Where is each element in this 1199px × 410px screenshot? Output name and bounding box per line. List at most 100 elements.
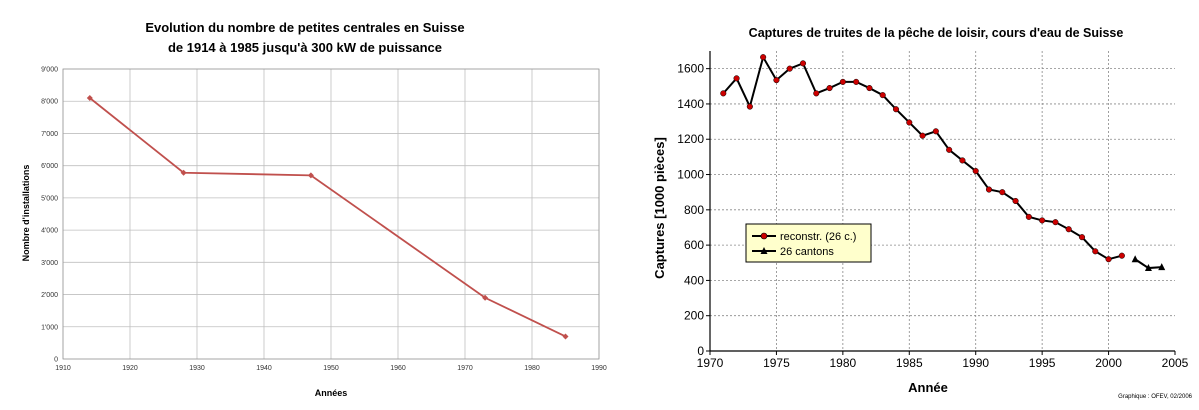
y-axis-label: Captures [1000 pièces] [652,137,667,279]
y-tick-label: 800 [684,203,704,217]
x-tick-label: 1950 [323,365,339,372]
data-point-reconstr [999,189,1006,196]
legend-label-reconstr: reconstr. (26 c.) [780,231,856,243]
legend-label-26-cantons: 26 cantons [780,246,834,258]
y-tick-label: 200 [684,309,704,323]
y-tick-label: 5'000 [41,195,58,202]
y-axis-label: Nombre d'installations [21,165,31,262]
legend-marker-26-cantons [760,247,768,254]
chart-title-line2: de 1914 à 1985 jusqu'à 300 kW de puissan… [168,40,442,55]
chart-title-line1: Evolution du nombre de petites centrales… [145,20,464,35]
x-tick-label: 1990 [591,365,607,372]
y-tick-label: 0 [697,344,704,358]
y-tick-label: 3'000 [41,260,58,267]
data-point [180,169,187,176]
data-point-reconstr [932,128,939,135]
data-point [482,294,489,301]
y-tick-label: 600 [684,238,704,252]
left-grid [62,68,600,360]
x-tick-label: 1970 [457,365,473,372]
x-tick-label: 1960 [390,365,406,372]
data-point-reconstr [1052,219,1059,226]
data-point-reconstr [813,90,820,97]
data-point-reconstr [1012,197,1019,205]
data-point-reconstr [919,132,926,139]
y-tick-label: 1200 [677,132,704,146]
y-tick-label: 1'000 [41,324,58,331]
data-point-reconstr [839,78,846,85]
data-point-26-cantons [1158,263,1166,271]
data-point-reconstr [746,103,753,110]
y-tick-label: 1000 [677,168,704,182]
x-tick-label: 1920 [122,365,138,372]
data-point-reconstr [826,85,833,92]
y-tick-label: 9'000 [41,67,58,74]
data-point [562,333,569,340]
trend-chart-small-power-plants: Evolution du nombre de petites centrales… [21,20,607,398]
y-tick-label: 400 [684,273,704,287]
data-point-reconstr [959,157,966,164]
data-point-reconstr [1065,226,1072,233]
data-point-reconstr [853,78,860,85]
data-point-26-cantons [1131,255,1139,263]
x-axis-label: Années [315,388,348,398]
left-series [86,95,569,340]
y-tick-label: 0 [54,357,58,364]
data-point-reconstr [1118,252,1125,259]
left-ticks: 0 1'000 2'000 3'000 4'000 5'000 6'000 7'000 8'00… [41,67,607,373]
y-tick-label: 7'000 [41,131,58,138]
chart-title: Captures de truites de la pêche de loisi… [749,26,1124,40]
x-tick-label: 1980 [524,365,540,372]
y-tick-label: 1400 [677,97,704,111]
y-tick-label: 4'000 [41,228,58,235]
x-tick-label: 1980 [830,356,857,370]
right-grid [709,51,1175,352]
x-tick-label: 1975 [763,356,790,370]
data-point-reconstr [892,106,900,113]
data-point-reconstr [906,119,913,126]
data-point-reconstr [866,85,873,92]
trend-chart-trout-catches: Captures de truites de la pêche de loisi… [620,0,1199,405]
x-tick-label: 2005 [1162,356,1189,370]
data-point-reconstr [786,65,793,72]
x-tick-label: 1985 [896,356,923,370]
x-axis-label: Année [908,380,948,395]
y-tick-label: 8'000 [41,99,58,106]
y-tick-label: 6'000 [41,163,58,170]
legend-marker-reconstr [760,232,768,240]
data-point-reconstr [985,186,993,193]
data-point-reconstr [972,167,979,175]
legend: reconstr. (26 c.) 26 cantons [745,223,872,263]
x-tick-label: 1990 [962,356,989,370]
data-point-reconstr [773,77,780,84]
data-point-reconstr [799,60,807,67]
right-ticks: 0 200 400 600 800 1000 1200 1400 1600 1970 1975 198… [677,62,1188,370]
data-point-reconstr [946,146,953,153]
small-power-plants-chart-svg: Evolution du nombre de petites centrales… [21,20,607,398]
data-point-reconstr [1105,256,1112,263]
right-series [720,54,1166,272]
x-tick-label: 1940 [256,365,272,372]
x-tick-label: 1970 [697,356,724,370]
x-tick-label: 1910 [55,365,71,372]
data-point-reconstr [1025,213,1032,220]
legend-box [745,223,872,263]
y-tick-label: 1600 [677,62,704,76]
x-tick-label: 2000 [1095,356,1122,370]
trout-catches-chart-svg: Captures de truites de la pêche de loisi… [652,26,1193,400]
graph-credit: Graphique : OFEV, 02/2006 [1118,394,1192,400]
data-point [86,95,93,101]
data-point-reconstr [733,75,740,82]
data-point [307,172,314,179]
data-point-reconstr [1092,248,1099,255]
x-tick-label: 1995 [1029,356,1056,370]
plot-area-frame [62,68,600,360]
x-tick-label: 1930 [189,365,205,372]
data-point-reconstr [720,90,727,97]
data-point-reconstr [1078,234,1086,241]
data-point-reconstr [1039,217,1046,224]
data-point-26-cantons [1144,264,1152,272]
data-point-reconstr [760,54,767,61]
data-point-reconstr [879,92,886,99]
y-tick-label: 2'000 [41,292,58,299]
